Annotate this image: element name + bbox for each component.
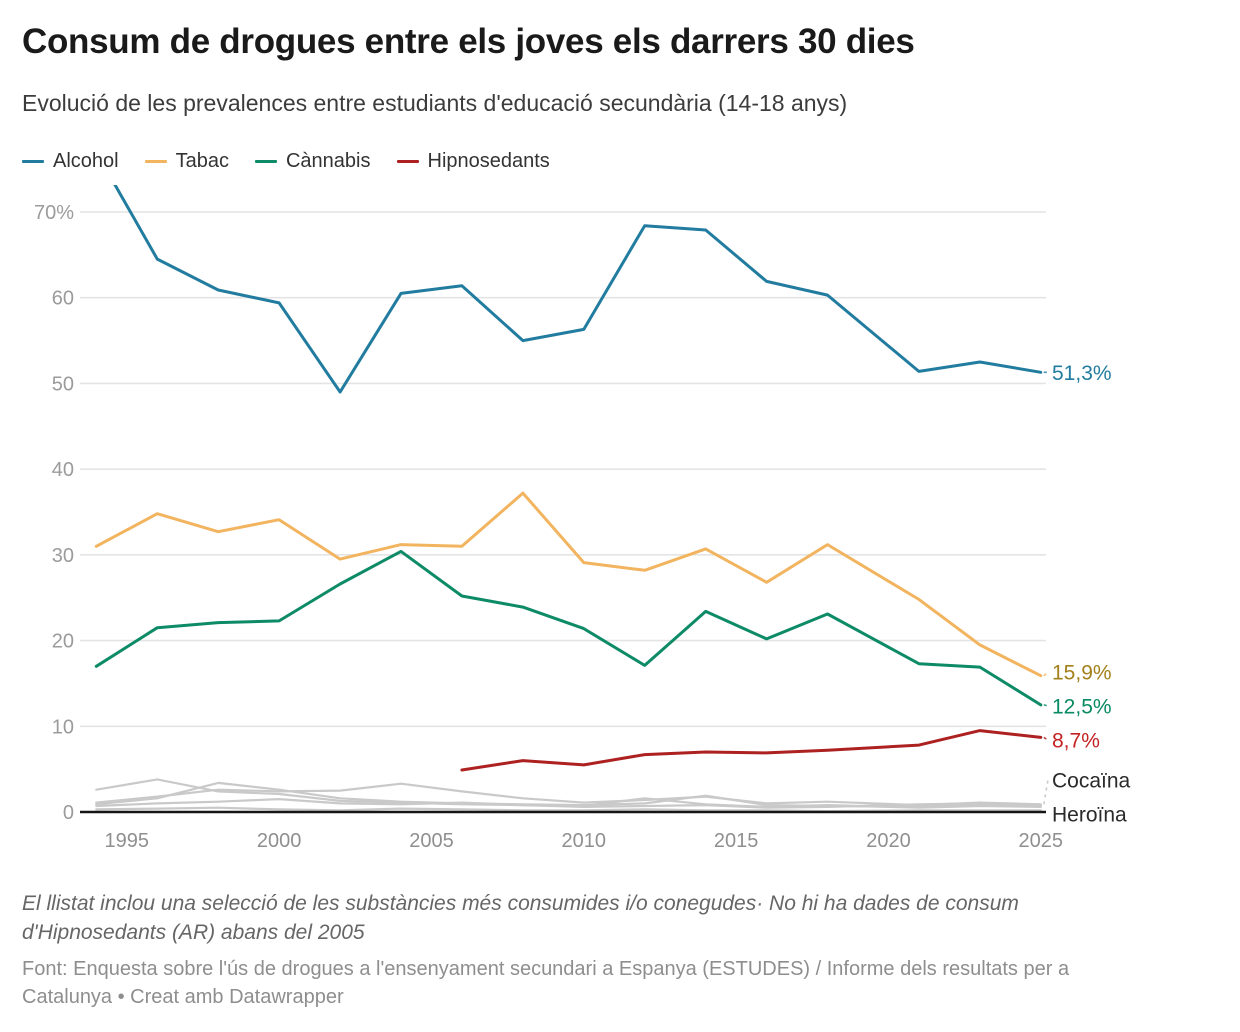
legend-label-cannabis: Cànnabis — [285, 150, 371, 172]
legend-item-alcohol: Alcohol — [22, 150, 119, 173]
page-title: Consum de drogues entre els joves els da… — [22, 22, 915, 61]
end-label-cocaina: Cocaïna — [1052, 770, 1131, 793]
line-unlabeled-3 — [95, 798, 1042, 809]
x-tick-label-2020: 2020 — [866, 830, 911, 852]
end-label-tabac: 15,9% — [1052, 662, 1112, 685]
line-cocaina — [95, 782, 1042, 807]
y-tick-label-60: 60 — [52, 288, 74, 310]
legend-swatch-hipnosedants — [396, 160, 419, 163]
label-connector-hipnosedants — [1043, 736, 1049, 741]
end-label-hipnosedants: 8,7% — [1052, 730, 1100, 753]
x-tick-label-2010: 2010 — [562, 830, 607, 852]
line-tabac[interactable] — [94, 491, 1043, 678]
legend-item-tabac: Tabac — [144, 150, 229, 173]
label-connector-cocaina — [1043, 779, 1049, 805]
legend-swatch-cannabis — [254, 160, 277, 163]
x-tick-label-2005: 2005 — [409, 830, 454, 852]
end-label-alcohol: 51,3% — [1052, 362, 1112, 385]
label-connector-cannabis — [1043, 704, 1049, 707]
chart-subtitle: Evolució de les prevalences entre estudi… — [22, 90, 848, 116]
legend-label-alcohol: Alcohol — [53, 150, 119, 172]
x-tick-label-2025: 2025 — [1019, 830, 1064, 852]
y-tick-label-30: 30 — [52, 545, 74, 567]
chart-footnote: El llistat inclou una selecció de les su… — [22, 892, 1019, 944]
line-hipnosedants[interactable] — [460, 729, 1043, 772]
line-chart-plot: 0 10 20 30 40 50 60 70% 1995 2000 2005 2010 2015 2020… — [34, 185, 1131, 852]
y-tick-label-0: 0 — [63, 802, 74, 824]
x-tick-label-2000: 2000 — [257, 830, 302, 852]
chart-source: Font: Enquesta sobre l'ús de drogues a l… — [22, 958, 1070, 1008]
legend-swatch-alcohol — [22, 160, 44, 163]
x-tick-label-1995: 1995 — [105, 830, 150, 852]
legend-label-tabac: Tabac — [175, 150, 229, 172]
label-connector-tabac — [1043, 671, 1049, 677]
y-tick-label-10: 10 — [52, 716, 74, 738]
line-alcohol[interactable] — [96, 185, 1043, 394]
y-tick-label-50: 50 — [52, 373, 74, 395]
end-label-heroina: Heroïna — [1052, 804, 1127, 827]
y-tick-label-20: 20 — [52, 631, 74, 653]
legend-item-cannabis: Cànnabis — [254, 150, 371, 173]
legend-item-hipnosedants: Hipnosedants — [396, 150, 550, 173]
x-tick-label-2015: 2015 — [714, 830, 759, 852]
end-label-cannabis: 12,5% — [1052, 696, 1112, 719]
y-tick-label-40: 40 — [52, 459, 74, 481]
legend-label-hipnosedants: Hipnosedants — [427, 150, 550, 172]
legend-swatch-tabac — [144, 160, 167, 163]
y-tick-label-70: 70% — [34, 202, 74, 224]
line-cannabis[interactable] — [94, 549, 1043, 707]
chart-legend: Alcohol Tabac Cànnabis Hipnosedants — [22, 150, 550, 173]
